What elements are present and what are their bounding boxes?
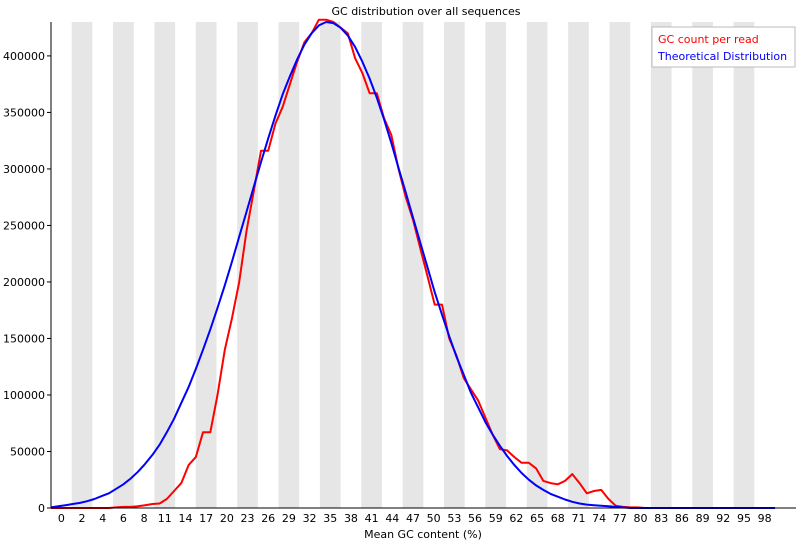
legend: GC count per read Theoretical Distributi… (651, 26, 796, 68)
grid-band (237, 22, 258, 508)
y-tick-label: 0 (38, 502, 45, 515)
legend-label-gc-count: GC count per read (658, 33, 759, 46)
x-tick-label: 26 (261, 512, 275, 525)
x-tick-label: 65 (530, 512, 544, 525)
x-tick-label: 32 (303, 512, 317, 525)
grid-band (444, 22, 465, 508)
legend-label-theoretical: Theoretical Distribution (657, 50, 787, 63)
grid-band (402, 22, 424, 508)
x-tick-label: 0 (58, 512, 65, 525)
grid-band (526, 22, 548, 508)
x-tick-label: 53 (447, 512, 461, 525)
x-tick-label: 92 (716, 512, 730, 525)
x-tick-label: 14 (178, 512, 192, 525)
x-tick-label: 35 (323, 512, 337, 525)
grid-band (361, 22, 382, 508)
x-axis-label: Mean GC content (%) (364, 528, 482, 541)
x-tick-label: 23 (241, 512, 255, 525)
grid-band (71, 22, 93, 508)
x-tick-label: 80 (634, 512, 648, 525)
x-tick-label: 77 (613, 512, 627, 525)
x-axis-ticks: 0 2 4 6 8 11 14 17 20 23 26 29 32 35 38 41 44 47 50 53 56 59 6… (58, 512, 772, 525)
x-tick-label: 17 (199, 512, 213, 525)
y-tick-label: 50000 (10, 445, 45, 458)
grid-band (609, 22, 631, 508)
legend-box (651, 26, 796, 68)
grid-band (319, 22, 341, 508)
y-tick-label: 300000 (3, 163, 45, 176)
grid-band (692, 22, 713, 508)
x-tick-label: 6 (120, 512, 127, 525)
grid-band (113, 22, 134, 508)
y-tick-label: 100000 (3, 389, 45, 402)
x-tick-label: 38 (344, 512, 358, 525)
grid-band (650, 22, 672, 508)
grid-band (278, 22, 300, 508)
x-tick-label: 89 (696, 512, 710, 525)
y-axis-ticks: 0 50000 100000 150000 200000 250000 300000 3500… (3, 50, 51, 515)
x-tick-label: 41 (365, 512, 379, 525)
x-tick-label: 74 (592, 512, 606, 525)
y-tick-label: 200000 (3, 276, 45, 289)
x-tick-label: 44 (385, 512, 399, 525)
x-tick-label: 2 (79, 512, 86, 525)
x-tick-label: 50 (427, 512, 441, 525)
grid-band (485, 22, 507, 508)
chart-title: GC distribution over all sequences (332, 5, 521, 18)
x-tick-label: 68 (551, 512, 565, 525)
x-tick-label: 47 (406, 512, 420, 525)
grid-band (195, 22, 217, 508)
x-tick-label: 20 (220, 512, 234, 525)
x-tick-label: 29 (282, 512, 296, 525)
y-tick-label: 250000 (3, 219, 45, 232)
grid-band (568, 22, 589, 508)
y-tick-label: 400000 (3, 50, 45, 63)
x-tick-label: 95 (737, 512, 751, 525)
x-tick-label: 83 (654, 512, 668, 525)
x-tick-label: 4 (99, 512, 106, 525)
x-tick-label: 86 (675, 512, 689, 525)
x-tick-label: 62 (509, 512, 523, 525)
x-tick-label: 98 (758, 512, 772, 525)
y-tick-label: 150000 (3, 332, 45, 345)
grid-band (733, 22, 755, 508)
x-tick-label: 71 (571, 512, 585, 525)
grid-bands (71, 22, 755, 508)
x-tick-label: 56 (468, 512, 482, 525)
grid-band (154, 22, 176, 508)
x-tick-label: 11 (158, 512, 172, 525)
x-tick-label: 59 (489, 512, 503, 525)
x-tick-label: 8 (141, 512, 148, 525)
y-tick-label: 350000 (3, 106, 45, 119)
